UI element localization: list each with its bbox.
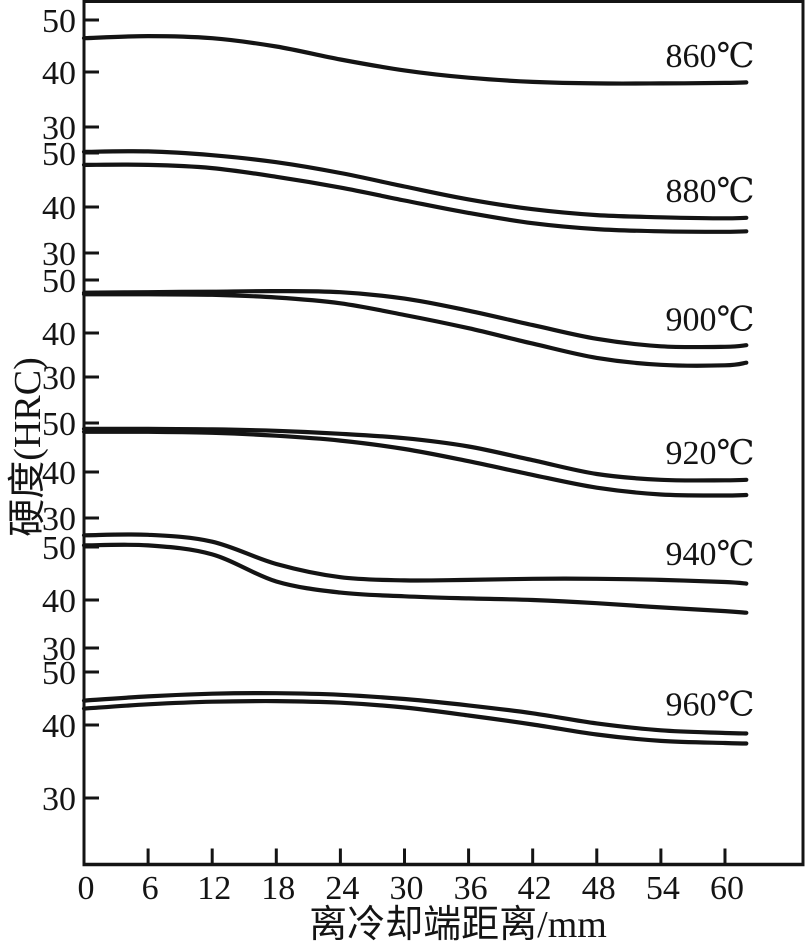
hardness-curve-3-2: [81, 292, 749, 368]
y-tick-label: 40: [42, 316, 76, 353]
y-tick-label: 30: [42, 501, 76, 538]
hardness-curve-4-2: [81, 429, 749, 498]
y-tick-label: 30: [42, 110, 76, 147]
y-tick-label: 30: [42, 631, 76, 668]
y-tick-label: 30: [42, 360, 76, 397]
x-tick-label: 24: [325, 870, 359, 907]
hardness-curve-4-1: [81, 426, 749, 483]
x-tick-label: 12: [197, 870, 231, 907]
x-tick-label: 48: [582, 870, 616, 907]
y-tick-label: 40: [42, 55, 76, 92]
hardness-curve-2-1: [81, 149, 749, 221]
temp-label: 940℃: [665, 536, 754, 573]
y-tick-label: 40: [42, 455, 76, 492]
x-tick-label: 60: [710, 870, 744, 907]
hardness-curve-6-2: [81, 698, 749, 746]
y-tick-label: 40: [42, 583, 76, 620]
y-tick-label: 50: [42, 263, 76, 300]
x-tick-label: 36: [454, 870, 488, 907]
x-tick-label: 18: [261, 870, 295, 907]
temp-label: 900℃: [665, 302, 754, 339]
y-tick-label: 50: [42, 136, 76, 173]
x-tick-label: 30: [389, 870, 423, 907]
y-tick-label: 50: [42, 530, 76, 567]
x-tick-label: 6: [142, 870, 159, 907]
y-tick-label: 50: [42, 3, 76, 40]
hardness-curve-3-1: [81, 288, 749, 350]
hardness-curve-6-1: [81, 691, 749, 736]
y-tick-label: 50: [42, 406, 76, 443]
y-tick-label: 30: [42, 236, 76, 273]
temp-label: 960℃: [665, 687, 754, 724]
hardness-curve-5-1: [81, 532, 749, 586]
x-axis-title: 离冷却端距离/mm: [309, 904, 607, 944]
y-axis-title: 硬度(HRC): [7, 357, 49, 536]
temp-label: 920℃: [665, 435, 754, 472]
hardness-curve-5-2: [81, 542, 749, 615]
x-tick-label: 0: [78, 870, 95, 907]
x-tick-label: 54: [646, 870, 680, 907]
hardness-curve-2-2: [81, 162, 749, 234]
chart-plot-area: 0 6 12 18 24 30 36 42 48 54 60 50 40 30 860℃ 50 40 30 880℃…: [42, 0, 805, 907]
y-tick-label: 40: [42, 708, 76, 745]
y-tick-label: 30: [42, 781, 76, 818]
hardness-curve-1-1: [81, 33, 749, 86]
y-tick-label: 40: [42, 190, 76, 227]
temp-label: 880℃: [665, 173, 754, 210]
temp-label: 860℃: [665, 38, 754, 75]
y-tick-label: 50: [42, 655, 76, 692]
x-tick-label: 42: [518, 870, 552, 907]
